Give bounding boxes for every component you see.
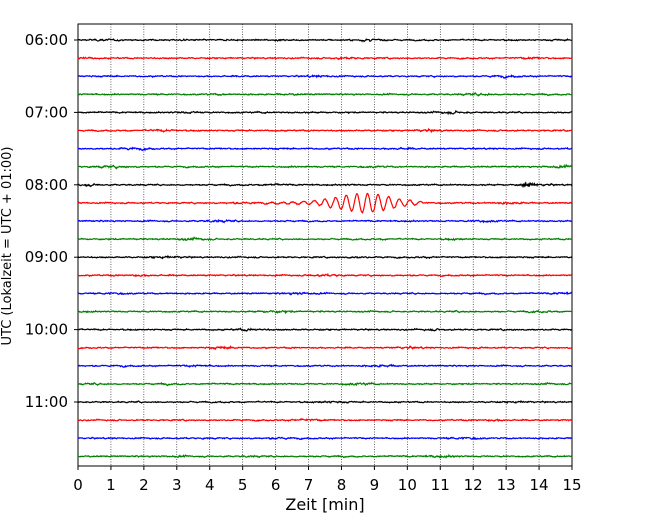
x-tick-label: 14: [530, 476, 549, 494]
x-tick-label: 2: [139, 476, 149, 494]
grid: [110, 24, 540, 466]
y-tick-label: 11:00: [25, 393, 68, 411]
trace-line: [77, 146, 573, 152]
plot-area: [77, 23, 573, 467]
y-tick-label: 10:00: [25, 321, 68, 339]
trace-line: [77, 127, 573, 134]
trace-line: [77, 345, 573, 351]
trace-line: [77, 74, 573, 80]
trace-line: [77, 436, 573, 441]
trace-line: [77, 363, 573, 368]
trace-line: [77, 218, 573, 224]
x-tick-label: 3: [172, 476, 182, 494]
trace-line: [77, 109, 573, 116]
trace-line: [77, 181, 573, 189]
x-tick-label: 9: [370, 476, 380, 494]
x-tick-label: 1: [106, 476, 116, 494]
trace-line: [77, 55, 573, 61]
trace-line: [77, 400, 573, 404]
trace-line: [77, 327, 573, 332]
y-axis: 06:00 07:00 08:00 09:00 10:00 11:00: [25, 31, 78, 411]
x-tick-label: 6: [271, 476, 281, 494]
x-tick-label: 0: [73, 476, 83, 494]
trace-line: [77, 37, 573, 43]
trace-line: [77, 417, 573, 423]
trace-line: [77, 453, 573, 459]
trace-line: [77, 381, 573, 387]
trace-line: [77, 272, 573, 278]
x-tick-label: 5: [238, 476, 248, 494]
x-axis: 0 1 2 3 4 5 6 7 8 9 10 11 12 13 14 15: [73, 466, 582, 494]
trace-line: [77, 236, 573, 242]
trace-line: [77, 163, 573, 170]
x-tick-label: 10: [398, 476, 417, 494]
x-tick-label: 7: [304, 476, 314, 494]
x-tick-label: 15: [562, 476, 581, 494]
y-tick-label: 08:00: [25, 176, 68, 194]
trace-line: [77, 291, 573, 296]
trace-line: [77, 91, 573, 97]
trace-line: [77, 255, 573, 260]
y-tick-label: 06:00: [25, 31, 68, 49]
x-tick-label: 13: [497, 476, 516, 494]
y-axis-label: UTC (Lokalzeit = UTC + 01:00): [0, 147, 15, 346]
y-tick-label: 09:00: [25, 248, 68, 266]
x-tick-label: 8: [337, 476, 347, 494]
x-axis-label: Zeit [min]: [285, 495, 364, 514]
y-tick-label: 07:00: [25, 103, 68, 121]
x-tick-label: 4: [205, 476, 215, 494]
trace-group: [77, 37, 573, 459]
trace-line: [77, 192, 573, 214]
x-tick-label: 11: [431, 476, 450, 494]
x-tick-label: 12: [464, 476, 483, 494]
trace-line: [77, 309, 573, 315]
